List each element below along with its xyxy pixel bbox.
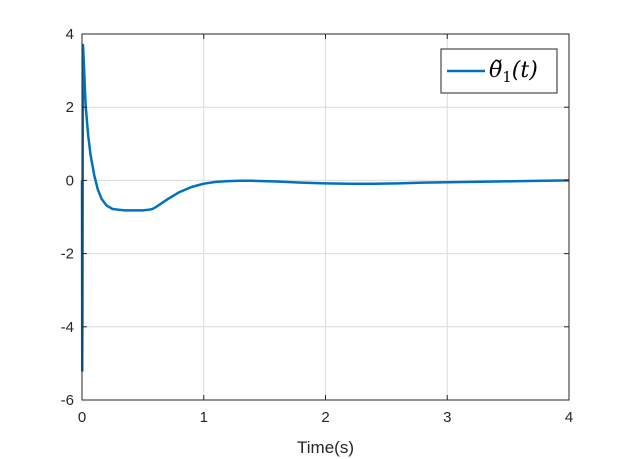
x-tick-labels: 0 1 2 3 4 — [78, 409, 573, 426]
legend-argument: (t) — [512, 58, 538, 83]
series-line — [80, 43, 570, 372]
x-tick-label: 4 — [565, 409, 573, 426]
legend-box — [440, 48, 558, 94]
y-tick-label: 2 — [66, 99, 74, 116]
series-layer — [80, 43, 570, 372]
x-tick-label: 1 — [200, 409, 208, 426]
y-tick-label: -6 — [61, 392, 74, 409]
legend-symbol: θ̃ — [489, 58, 502, 83]
y-tick-label: 4 — [66, 26, 74, 43]
x-tick-label: 0 — [78, 409, 86, 426]
x-axis-label: Time(s) — [297, 438, 354, 457]
y-tick-label: -4 — [61, 319, 74, 336]
x-tick-label: 2 — [321, 409, 329, 426]
y-tick-label: -2 — [61, 246, 74, 263]
legend-subscript: 1 — [502, 68, 512, 86]
legend-series-label: θ̃1(t) — [489, 58, 538, 86]
x-tick-label: 3 — [443, 409, 451, 426]
y-tick-labels: -6 -4 -2 0 2 4 — [61, 26, 74, 409]
legend: θ̃1(t) — [440, 48, 558, 94]
tick-marks — [81, 33, 570, 401]
y-tick-label: 0 — [66, 172, 74, 189]
